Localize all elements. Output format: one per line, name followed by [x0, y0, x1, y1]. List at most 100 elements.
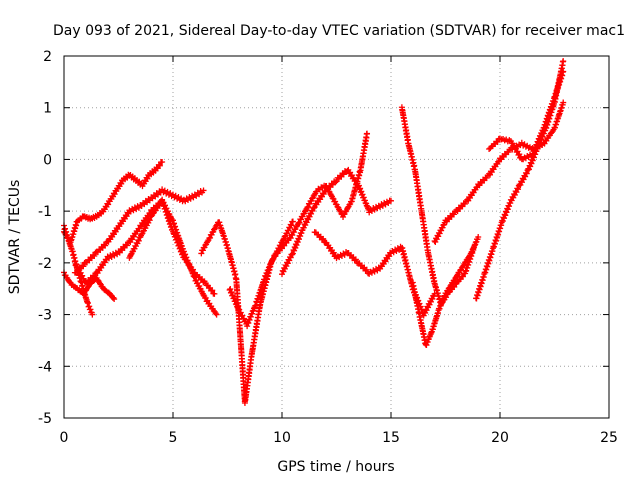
data-point	[111, 191, 118, 198]
data-point	[288, 222, 295, 229]
series-track-g	[198, 218, 296, 407]
data-point	[298, 216, 305, 223]
data-point	[200, 187, 207, 194]
x-tick-label: 5	[169, 430, 178, 446]
data-point	[329, 195, 336, 202]
x-tick-label: 10	[273, 430, 291, 446]
data-point	[290, 229, 297, 236]
data-points	[61, 58, 567, 407]
series-track-h	[226, 130, 371, 330]
data-point	[495, 158, 502, 165]
data-point	[127, 251, 134, 258]
data-point	[138, 231, 145, 238]
data-point	[336, 207, 343, 214]
x-axis-label: GPS time / hours	[277, 459, 394, 475]
series-track-j	[311, 229, 438, 319]
data-point	[332, 179, 339, 186]
data-point	[105, 255, 112, 262]
data-point	[199, 247, 206, 254]
y-tick-label: -3	[38, 308, 52, 324]
x-tick-label: 15	[382, 430, 400, 446]
data-point	[560, 58, 567, 65]
data-point	[198, 250, 205, 257]
grid	[64, 56, 609, 418]
data-point	[146, 217, 153, 224]
y-tick-label: -2	[38, 256, 52, 272]
data-point	[213, 311, 220, 318]
data-point	[189, 266, 196, 273]
series-track-a	[61, 159, 166, 246]
data-point	[164, 188, 171, 195]
data-point	[280, 236, 287, 243]
x-tick-label: 25	[600, 430, 618, 446]
y-tick-labels: -5 -4 -3 -2 -1 0 1 2	[38, 49, 52, 427]
series-track-f	[126, 197, 218, 297]
data-point	[118, 180, 125, 187]
data-point	[459, 273, 466, 280]
data-point	[91, 273, 98, 280]
data-point	[461, 200, 468, 207]
data-point	[366, 209, 373, 216]
data-point	[320, 235, 327, 242]
data-point	[515, 186, 522, 193]
data-point	[110, 294, 117, 301]
data-point	[123, 242, 130, 249]
x-tick-labels: 0 5 10 15 20 25	[60, 430, 618, 446]
data-point	[135, 237, 142, 244]
y-axis-label: SDTVAR / TECUs	[7, 180, 23, 295]
data-point	[494, 138, 501, 145]
data-point	[344, 204, 351, 211]
data-point	[207, 234, 214, 241]
y-tick-label: 2	[43, 49, 52, 65]
data-point	[289, 218, 296, 225]
data-point	[89, 311, 96, 318]
series-track-i	[279, 166, 394, 278]
data-point	[212, 310, 219, 317]
data-point	[175, 194, 182, 201]
data-point	[159, 159, 166, 166]
data-point	[377, 204, 384, 211]
data-point	[204, 238, 211, 245]
series-track-e	[71, 186, 207, 276]
axis-ticks	[63, 55, 610, 419]
series-track-b	[61, 269, 118, 303]
data-point	[105, 201, 112, 208]
data-point	[363, 266, 370, 273]
data-point	[133, 206, 140, 213]
data-point	[388, 197, 394, 204]
data-point	[447, 283, 454, 290]
series-track-m	[431, 99, 567, 245]
data-point	[340, 214, 347, 221]
y-tick-label: -4	[38, 359, 52, 375]
chart-title: Day 093 of 2021, Sidereal Day-to-day VTE…	[53, 23, 625, 39]
data-point	[129, 248, 136, 255]
series-track-o	[486, 68, 567, 163]
data-point	[91, 252, 98, 259]
x-tick-label: 20	[491, 430, 509, 446]
x-tick-label: 0	[60, 430, 69, 446]
data-point	[305, 203, 312, 210]
data-point	[523, 170, 530, 177]
data-point	[328, 192, 335, 199]
data-point	[108, 253, 115, 260]
data-point	[156, 162, 163, 169]
series-track-l	[409, 234, 482, 349]
data-point	[240, 315, 247, 322]
data-point	[211, 290, 218, 297]
data-point	[431, 290, 438, 297]
y-tick-label: 0	[43, 152, 52, 168]
data-point	[289, 251, 296, 258]
data-point	[102, 242, 109, 249]
data-point	[239, 312, 246, 319]
data-point	[306, 200, 313, 207]
data-point	[450, 211, 457, 218]
data-point	[111, 296, 118, 303]
data-point	[346, 201, 353, 208]
data-point	[80, 263, 87, 270]
data-point	[475, 234, 482, 240]
data-point	[560, 68, 567, 75]
data-point	[184, 197, 191, 204]
data-point	[310, 204, 317, 211]
data-point	[209, 287, 216, 294]
